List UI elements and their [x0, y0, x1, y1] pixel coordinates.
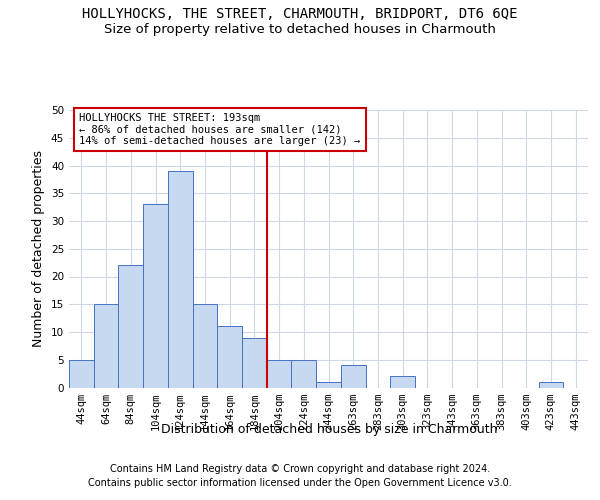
Text: Contains HM Land Registry data © Crown copyright and database right 2024.: Contains HM Land Registry data © Crown c… — [110, 464, 490, 474]
Bar — [242, 338, 267, 388]
Y-axis label: Number of detached properties: Number of detached properties — [32, 150, 46, 347]
Text: Distribution of detached houses by size in Charmouth: Distribution of detached houses by size … — [161, 422, 497, 436]
Bar — [341, 366, 365, 388]
Bar — [143, 204, 168, 388]
Bar — [316, 382, 341, 388]
Bar — [539, 382, 563, 388]
Bar — [390, 376, 415, 388]
Bar — [292, 360, 316, 388]
Bar — [69, 360, 94, 388]
Text: Size of property relative to detached houses in Charmouth: Size of property relative to detached ho… — [104, 22, 496, 36]
Bar — [193, 304, 217, 388]
Text: Contains public sector information licensed under the Open Government Licence v3: Contains public sector information licen… — [88, 478, 512, 488]
Bar — [267, 360, 292, 388]
Bar — [217, 326, 242, 388]
Bar — [168, 171, 193, 388]
Text: HOLLYHOCKS THE STREET: 193sqm
← 86% of detached houses are smaller (142)
14% of : HOLLYHOCKS THE STREET: 193sqm ← 86% of d… — [79, 113, 361, 146]
Text: HOLLYHOCKS, THE STREET, CHARMOUTH, BRIDPORT, DT6 6QE: HOLLYHOCKS, THE STREET, CHARMOUTH, BRIDP… — [82, 8, 518, 22]
Bar — [94, 304, 118, 388]
Bar — [118, 266, 143, 388]
